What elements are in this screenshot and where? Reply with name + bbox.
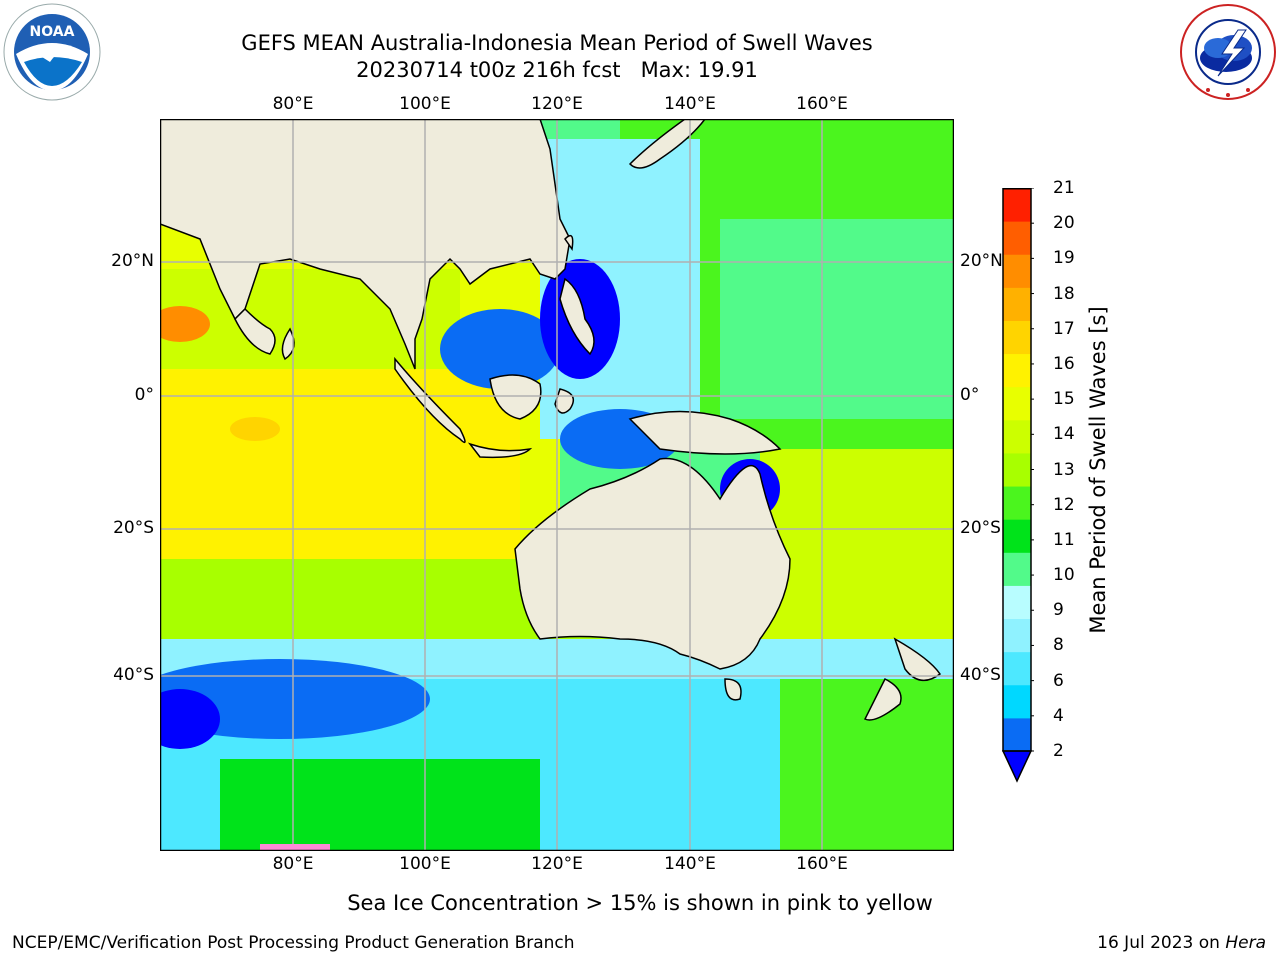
map-canvas (159, 118, 955, 852)
southern-ocean-core (160, 689, 220, 749)
sea-ice-patch (260, 844, 330, 851)
lat-label-right-40s: 40°S (960, 665, 1001, 685)
colorbar-tick-label: 12 (1053, 494, 1075, 515)
colorbar-segment (1003, 684, 1031, 719)
colorbar-tick-label: 2 (1053, 741, 1064, 761)
lon-label-bottom-160e: 160°E (796, 854, 848, 874)
footer-date: 16 Jul 2023 on Hera (1097, 933, 1266, 953)
new-zealand-south (863, 677, 902, 721)
colorbar-segment (1003, 486, 1031, 520)
colorbar-graphic (1001, 187, 1034, 783)
lon-label-bottom-140e: 140°E (664, 854, 716, 874)
west-pacific-band (720, 219, 954, 419)
colorbar (1001, 187, 1034, 788)
colorbar-tick-label: 20 (1053, 213, 1075, 234)
map-title: GEFS MEAN Australia-Indonesia Mean Perio… (241, 31, 873, 55)
lat-label-right-20s: 20°S (960, 518, 1001, 538)
lon-label-top-100e: 100°E (399, 94, 451, 114)
colorbar-segment (1003, 585, 1031, 620)
footer-date-text: 16 Jul 2023 on (1097, 933, 1226, 953)
colorbar-segment (1003, 519, 1031, 553)
colorbar-extend-arrow (1001, 750, 1033, 783)
colorbar-segment (1003, 651, 1031, 686)
lon-label-bottom-120e: 120°E (531, 854, 583, 874)
colorbar-segment (1003, 287, 1031, 321)
colorbar-tick-label: 8 (1053, 635, 1064, 656)
colorbar-tick-label: 6 (1053, 670, 1064, 691)
southern-ocean-minimum (160, 659, 430, 739)
sea-ice-note: Sea Ice Concentration > 15% is shown in … (347, 891, 933, 915)
indian-ocean-longest-swell (160, 364, 520, 564)
lat-label-right-20n: 20°N (960, 251, 1003, 271)
lat-label-right-eq: 0° (960, 385, 980, 405)
lat-label-left-40s: 40°S (113, 665, 154, 685)
sumatra (394, 356, 466, 444)
footer-credit: NCEP/EMC/Verification Post Processing Pr… (12, 933, 575, 953)
java (467, 442, 533, 459)
colorbar-segment (1003, 552, 1031, 586)
lon-label-bottom-100e: 100°E (399, 854, 451, 874)
map-subtitle: 20230714 t00z 216h fcst Max: 19.91 (356, 58, 758, 82)
colorbar-segment (1003, 221, 1031, 255)
colorbar-tick-label: 16 (1053, 353, 1075, 374)
colorbar-tick-label: 15 (1053, 389, 1075, 410)
colorbar-segment (1003, 254, 1031, 288)
tasman-band (780, 679, 954, 851)
colorbar-label: Mean Period of Swell Waves [s] (1086, 306, 1110, 634)
new-guinea (628, 410, 782, 455)
colorbar-segment (1003, 353, 1031, 388)
colorbar-tick-label: 21 (1053, 178, 1075, 198)
nws-logo (1178, 2, 1278, 106)
colorbar-tick-label: 10 (1053, 565, 1075, 586)
colorbar-segment (1003, 386, 1031, 421)
borneo (489, 374, 542, 420)
colorbar-segment (1003, 717, 1031, 752)
australia (514, 457, 791, 670)
colorbar-tick-label: 11 (1053, 529, 1075, 550)
colorbar-segment (1003, 320, 1031, 355)
colorbar-segment (1003, 452, 1031, 487)
lat-label-left-20s: 20°S (113, 518, 154, 538)
noaa-logo: NOAA (2, 2, 102, 106)
indian-ocean-peak (230, 417, 280, 441)
landmasses (160, 119, 942, 721)
colorbar-segment (1003, 188, 1031, 222)
footer-host: Hera (1225, 933, 1266, 953)
colorbar-tick-label: 18 (1053, 283, 1075, 304)
gulf-of-thailand (440, 309, 560, 389)
colorbar-tick-label: 13 (1053, 459, 1075, 480)
colorbar-tick-label: 4 (1053, 705, 1064, 726)
lon-label-top-140e: 140°E (664, 94, 716, 114)
south-far-band (220, 759, 540, 851)
new-zealand-north (893, 637, 942, 682)
swell-period-map (159, 118, 955, 855)
philippines (559, 277, 595, 356)
india-tip (234, 307, 276, 355)
colorbar-tick-label: 17 (1053, 318, 1075, 339)
colorbar-tick-label: 9 (1053, 600, 1064, 621)
map-frame (159, 118, 955, 852)
colorbar-tick-label: 19 (1053, 248, 1075, 269)
lat-label-left-eq: 0° (134, 385, 154, 405)
colorbar-segment (1003, 419, 1031, 454)
lon-label-top-80e: 80°E (272, 94, 314, 114)
colorbar-segment (1003, 618, 1031, 653)
lon-label-top-160e: 160°E (796, 94, 848, 114)
lat-label-left-20n: 20°N (111, 251, 154, 271)
svg-text:NOAA: NOAA (30, 24, 75, 40)
lon-label-bottom-80e: 80°E (272, 854, 314, 874)
lon-label-top-120e: 120°E (531, 94, 583, 114)
arabian-sea-peak (160, 306, 210, 342)
tasmania (724, 678, 742, 701)
graticule (160, 119, 954, 851)
taiwan (564, 234, 574, 251)
colorbar-tick-label: 14 (1053, 424, 1075, 445)
